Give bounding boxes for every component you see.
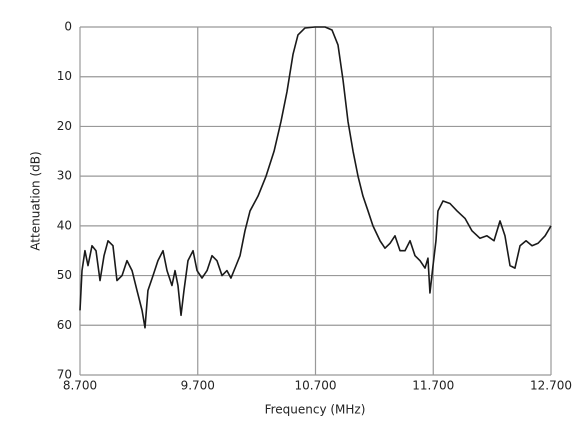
y-tick-label: 50	[57, 268, 72, 282]
y-tick-label: 10	[57, 69, 72, 83]
line	[79, 26, 552, 329]
x-tick-label: 9.700	[181, 379, 215, 393]
y-tick-label: 0	[64, 20, 72, 34]
x-tick-label: 12.700	[530, 379, 572, 393]
y-tick-label: 40	[57, 218, 72, 232]
x-tick-label: 8.700	[63, 379, 97, 393]
y-tick-label: 60	[57, 318, 72, 332]
x-axis-label: Frequency (MHz)	[265, 403, 366, 417]
y-tick-label: 70	[57, 368, 72, 382]
x-tick-label: 10.700	[295, 379, 337, 393]
y-tick-label: 20	[57, 119, 72, 133]
x-tick-label: 11.700	[412, 379, 454, 393]
y-tick-label: 30	[57, 169, 72, 183]
y-axis-label: Attenuation (dB)	[29, 151, 43, 250]
